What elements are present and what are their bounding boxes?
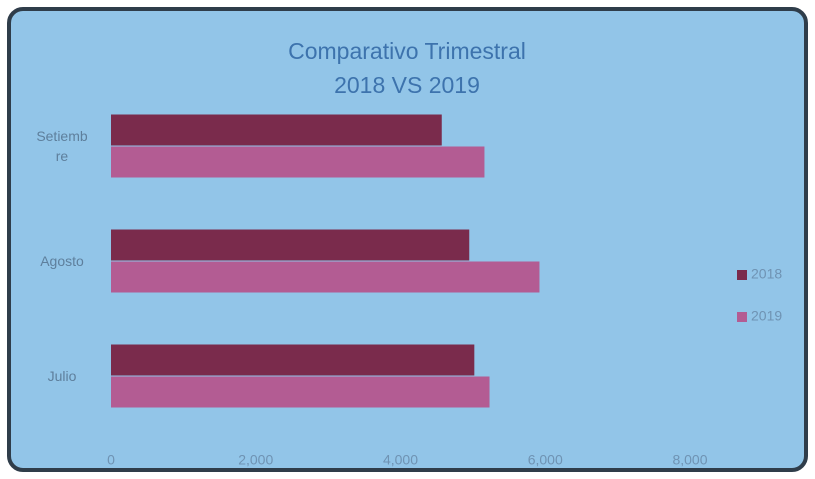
- bar: [111, 261, 540, 293]
- legend-label: 2019: [751, 308, 782, 324]
- y-tick-label: Julio: [47, 367, 77, 384]
- bar: [111, 114, 442, 146]
- x-tick-label: 2,000: [238, 452, 273, 468]
- x-tick-label: 0: [107, 452, 115, 468]
- x-tick-label: 8,000: [672, 452, 707, 468]
- chart-title: Comparativo Trimestral 2018 VS 2019: [288, 38, 526, 98]
- legend-swatch: [737, 270, 747, 280]
- legend-swatch: [737, 312, 747, 322]
- x-tick-label: 4,000: [383, 452, 418, 468]
- bar: [111, 344, 475, 376]
- bar: [111, 146, 485, 178]
- x-tick-label: 6,000: [528, 452, 563, 468]
- y-tick-label: Setiembre: [36, 127, 88, 164]
- legend-label: 2018: [751, 266, 782, 282]
- y-tick-label: Agosto: [40, 252, 84, 269]
- bar: [111, 376, 490, 408]
- bar: [111, 229, 470, 261]
